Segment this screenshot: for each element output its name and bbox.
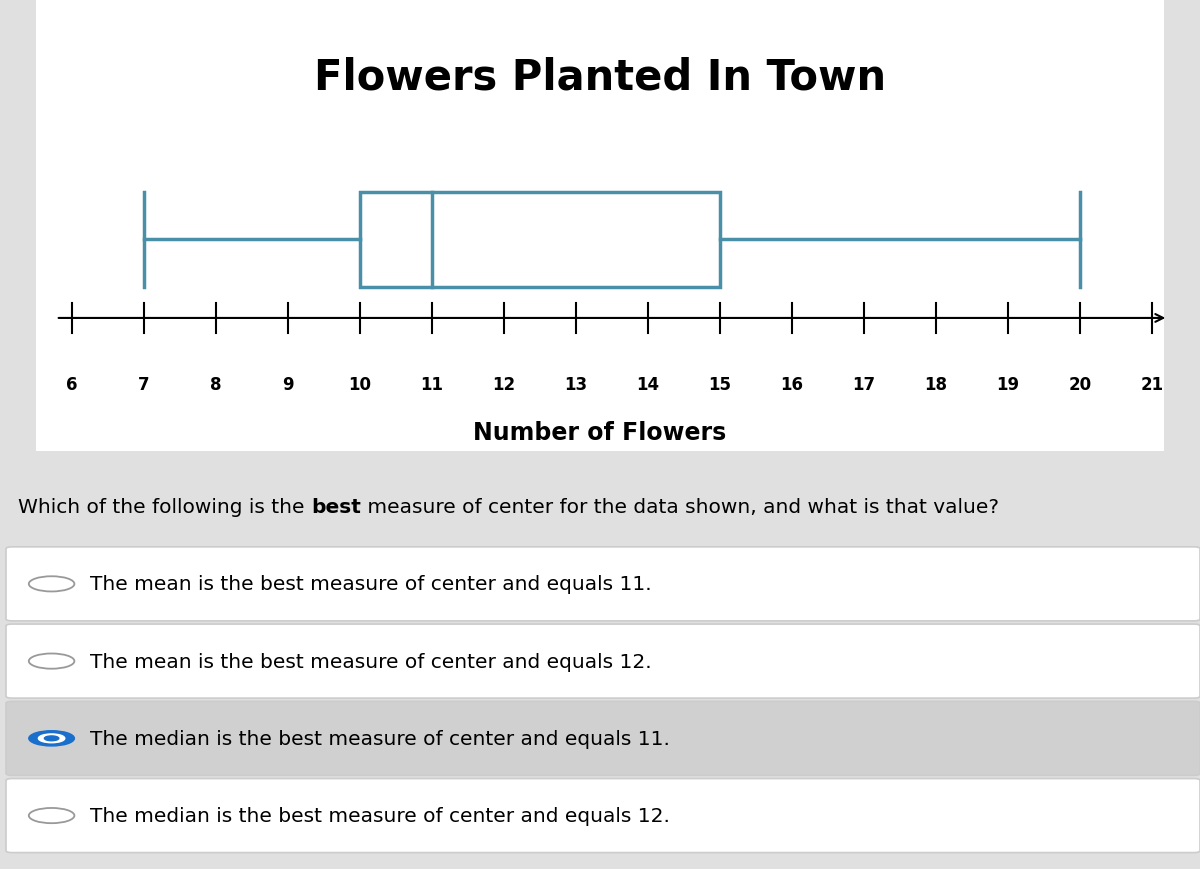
Text: The mean is the best measure of center and equals 12.: The mean is the best measure of center a… [90, 652, 652, 671]
Circle shape [29, 808, 74, 823]
Text: The median is the best measure of center and equals 12.: The median is the best measure of center… [90, 806, 670, 826]
Text: Which of the following is the: Which of the following is the [18, 497, 311, 516]
Circle shape [29, 653, 74, 669]
Circle shape [29, 731, 74, 746]
Bar [360, 192, 720, 288]
Circle shape [44, 736, 59, 741]
Text: 14: 14 [636, 376, 660, 394]
FancyBboxPatch shape [6, 701, 1200, 775]
Text: 20: 20 [1068, 376, 1092, 394]
Text: 17: 17 [852, 376, 876, 394]
Circle shape [38, 734, 65, 743]
Text: best: best [311, 497, 361, 516]
Text: Number of Flowers: Number of Flowers [473, 421, 727, 445]
Text: 7: 7 [138, 376, 150, 394]
Text: 15: 15 [708, 376, 732, 394]
Text: 21: 21 [1140, 376, 1164, 394]
Text: The mean is the best measure of center and equals 11.: The mean is the best measure of center a… [90, 574, 652, 594]
FancyBboxPatch shape [6, 624, 1200, 699]
Text: 18: 18 [924, 376, 948, 394]
Text: The median is the best measure of center and equals 11.: The median is the best measure of center… [90, 729, 670, 748]
Text: Flowers Planted In Town: Flowers Planted In Town [314, 56, 886, 98]
Text: 11: 11 [420, 376, 444, 394]
Text: 19: 19 [996, 376, 1020, 394]
Text: 9: 9 [282, 376, 294, 394]
FancyBboxPatch shape [6, 547, 1200, 621]
Text: 6: 6 [66, 376, 78, 394]
Circle shape [29, 577, 74, 592]
Text: 10: 10 [348, 376, 372, 394]
FancyBboxPatch shape [6, 779, 1200, 852]
Text: 8: 8 [210, 376, 222, 394]
Text: measure of center for the data shown, and what is that value?: measure of center for the data shown, an… [361, 497, 998, 516]
Text: 13: 13 [564, 376, 588, 394]
Text: 12: 12 [492, 376, 516, 394]
Text: 16: 16 [780, 376, 804, 394]
